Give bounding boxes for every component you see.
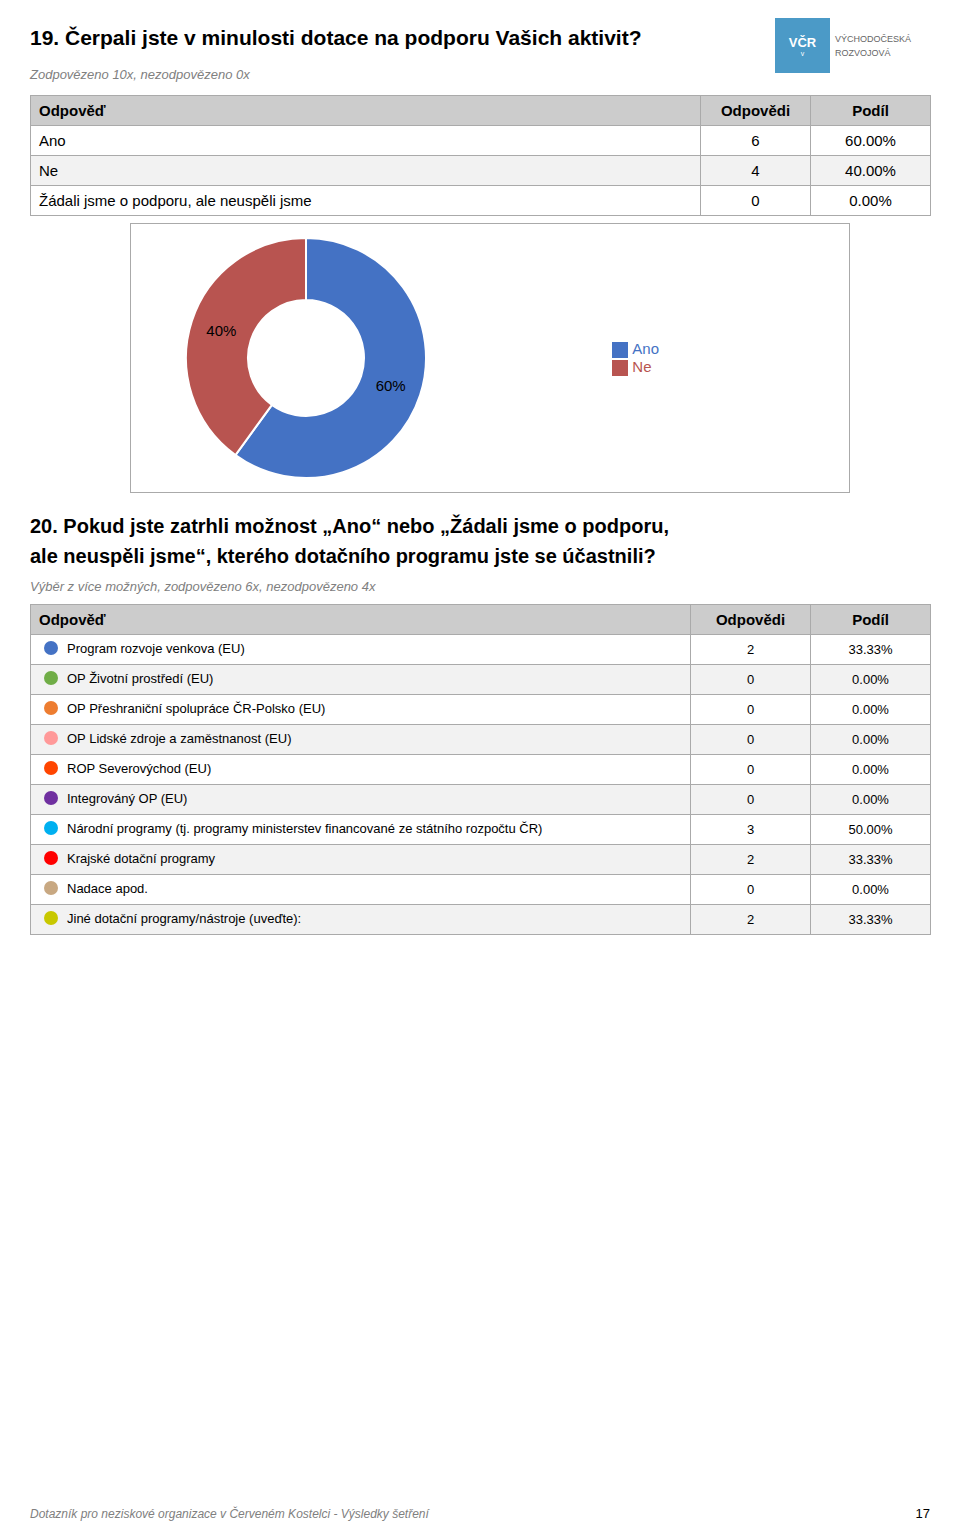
html-text:19. Čerpali jste v minulosti d: 19. Čerpali jste v minulosti dotace na p… bbox=[30, 26, 642, 49]
html-text:ale neuspěli jsme“, kterého do: ale neuspěli jsme“, kterého dotačního pr… bbox=[30, 545, 656, 567]
html-text:Ano: Ano bbox=[632, 340, 659, 357]
html-text:v: v bbox=[800, 49, 805, 57]
html-text:0: 0 bbox=[746, 732, 755, 747]
html-text:OP Přeshraniční spolupráce ČR-: OP Přeshraniční spolupráce ČR-Polsko (EU… bbox=[67, 700, 326, 716]
html-text:Podíl: Podíl bbox=[852, 102, 889, 119]
html-text:6: 6 bbox=[751, 132, 760, 149]
html-text:40.00%: 40.00% bbox=[845, 162, 896, 179]
html-text:Ne: Ne bbox=[39, 162, 59, 179]
html-text:2: 2 bbox=[746, 852, 755, 867]
svg-text:40%: 40% bbox=[206, 322, 236, 339]
html-text:0.00%: 0.00% bbox=[852, 732, 889, 747]
html-text:2: 2 bbox=[746, 912, 755, 927]
html-text:Dotazník pro neziskové organiz: Dotazník pro neziskové organizace v Červ… bbox=[30, 1506, 429, 1521]
html-text:33.33%: 33.33% bbox=[848, 642, 893, 657]
html-text:Odpovědi: Odpovědi bbox=[715, 611, 786, 628]
html-text:Podíl: Podíl bbox=[852, 611, 889, 628]
html-text:VČR: VČR bbox=[788, 34, 817, 50]
html-text:33.33%: 33.33% bbox=[848, 852, 893, 867]
html-text:0: 0 bbox=[746, 702, 755, 717]
html-text:0.00%: 0.00% bbox=[849, 192, 892, 209]
html-text:60.00%: 60.00% bbox=[845, 132, 896, 149]
html-text:Žádali jsme o podporu, ale neu: Žádali jsme o podporu, ale neuspěli jsme bbox=[39, 192, 312, 209]
html-text:3: 3 bbox=[746, 822, 755, 837]
html-text:Jiné dotační programy/nástroje: Jiné dotační programy/nástroje (uveďte): bbox=[67, 910, 302, 926]
html-text:4: 4 bbox=[751, 162, 760, 179]
html-text:20. Pokud jste zatrhli možnost: 20. Pokud jste zatrhli možnost „Ano“ neb… bbox=[30, 515, 669, 537]
html-text:50.00%: 50.00% bbox=[848, 822, 893, 837]
html-text:Ano: Ano bbox=[39, 132, 66, 149]
html-text:0: 0 bbox=[746, 762, 755, 777]
html-text:Program rozvoje venkova (EU): Program rozvoje venkova (EU) bbox=[67, 640, 245, 656]
html-text:0: 0 bbox=[746, 672, 755, 687]
html-text:Národní programy (tj. programy: Národní programy (tj. programy ministers… bbox=[67, 820, 543, 836]
html-text:VÝCHODOČESKÁ: VÝCHODOČESKÁ bbox=[835, 33, 911, 44]
html-text:ROZVOJOVÁ: ROZVOJOVÁ bbox=[835, 47, 891, 58]
html-text:0.00%: 0.00% bbox=[852, 882, 889, 897]
html-text:Odpovědi: Odpovědi bbox=[720, 102, 791, 119]
html-text:0.00%: 0.00% bbox=[852, 792, 889, 807]
html-text:Zodpovězeno 10x, nezodpovězeno: Zodpovězeno 10x, nezodpovězeno 0x bbox=[30, 67, 250, 82]
html-text:Nadace apod.: Nadace apod. bbox=[67, 880, 148, 896]
html-text:0.00%: 0.00% bbox=[852, 672, 889, 687]
html-text:Integrováný OP (EU): Integrováný OP (EU) bbox=[67, 790, 188, 806]
html-text:Výběr z více možných, zodpověz: Výběr z více možných, zodpovězeno 6x, ne… bbox=[30, 579, 376, 594]
html-text:Odpověď: Odpověď bbox=[39, 102, 106, 119]
html-text:Odpověď: Odpověď bbox=[39, 611, 106, 628]
html-text:33.33%: 33.33% bbox=[848, 912, 893, 927]
html-text:0: 0 bbox=[746, 882, 755, 897]
html-text:ROP Severovýchod (EU): ROP Severovýchod (EU) bbox=[67, 760, 212, 776]
html-text:Krajské dotační programy: Krajské dotační programy bbox=[67, 850, 216, 866]
html-text:0: 0 bbox=[746, 792, 755, 807]
html-text:2: 2 bbox=[746, 642, 755, 657]
html-text:Ne: Ne bbox=[632, 358, 652, 375]
html-text:0.00%: 0.00% bbox=[852, 762, 889, 777]
html-text:17: 17 bbox=[915, 1506, 930, 1521]
html-text:0: 0 bbox=[751, 192, 760, 209]
svg-text:60%: 60% bbox=[376, 377, 406, 394]
html-text:OP Životní prostředí (EU): OP Životní prostředí (EU) bbox=[67, 670, 214, 686]
html-text:OP Lidské zdroje a zaměstnanos: OP Lidské zdroje a zaměstnanost (EU) bbox=[67, 730, 292, 746]
html-text:0.00%: 0.00% bbox=[852, 702, 889, 717]
